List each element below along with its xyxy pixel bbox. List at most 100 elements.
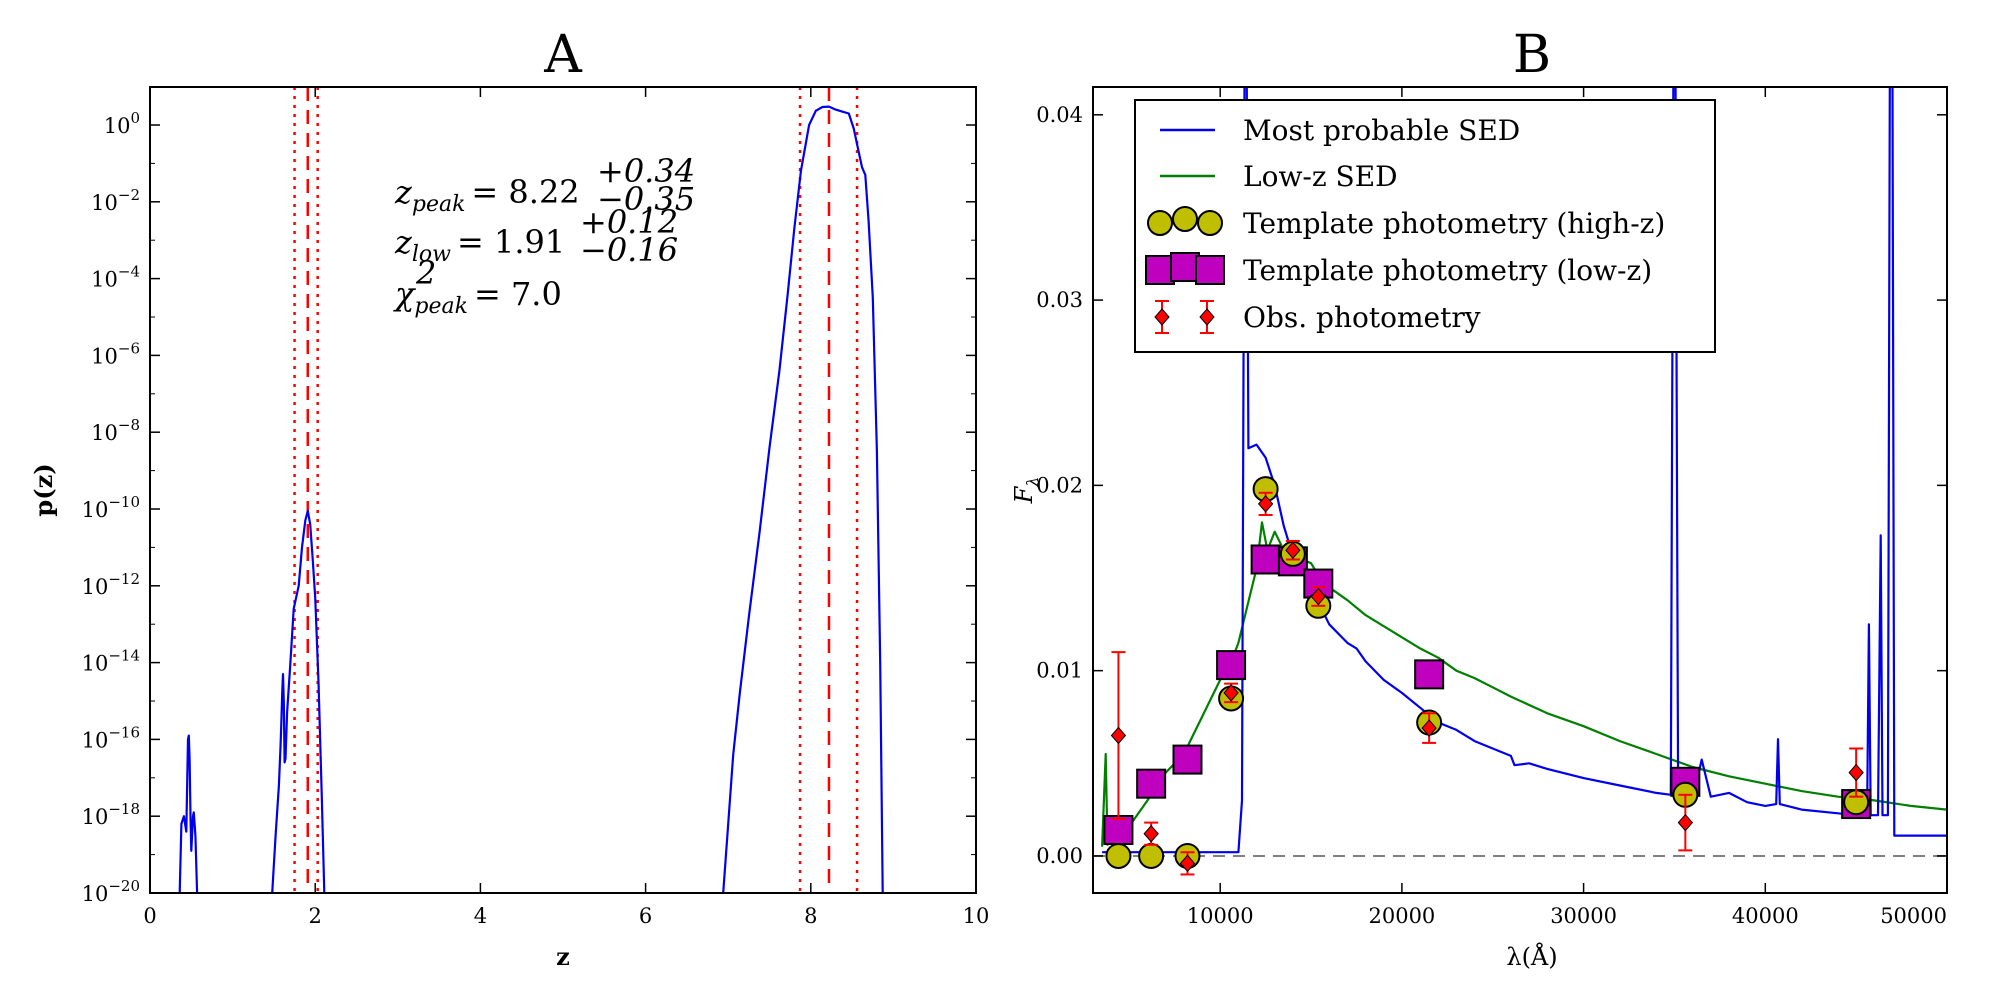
legend-square-swatch bbox=[1195, 255, 1225, 285]
panel-a-y-label: p(z) bbox=[29, 463, 58, 516]
legend-circle-swatch bbox=[1147, 210, 1173, 236]
legend-square-swatch bbox=[1145, 255, 1175, 285]
x-tick-label: 6 bbox=[639, 904, 652, 928]
most-probable-sed-line bbox=[1102, 87, 1947, 854]
y-tick-label: 10−10 bbox=[82, 493, 140, 522]
x-tick-label: 10 bbox=[963, 904, 990, 928]
y-tick-label: 100 bbox=[104, 109, 140, 138]
panel-b-x-label: λ(Å) bbox=[1506, 942, 1557, 971]
obs-point bbox=[1257, 495, 1274, 513]
legend-label: Template photometry (low-z) bbox=[1243, 254, 1652, 287]
y-tick-label: 0.01 bbox=[1036, 659, 1083, 683]
panel-b-frame bbox=[1092, 86, 1948, 894]
y-tick-label: 0.04 bbox=[1036, 103, 1083, 127]
z-peak-symbol: z bbox=[394, 173, 413, 211]
legend-label: Most probable SED bbox=[1243, 114, 1520, 147]
panel-b-plot bbox=[1093, 87, 1947, 876]
panel-a-vlines bbox=[293, 87, 859, 893]
legend-square-swatch bbox=[1170, 252, 1200, 282]
x-tick-label: 0 bbox=[143, 904, 156, 928]
y-tick-label: 10−20 bbox=[82, 877, 140, 906]
obs-point bbox=[1143, 824, 1159, 843]
z-peak-value: = 8.22 bbox=[471, 173, 579, 211]
template-lowz-point bbox=[1414, 659, 1445, 690]
panel-a-x-ticks: 0 2 4 6 8 10 bbox=[143, 87, 989, 928]
panel-b: B 10000 20000 30000 40000 50000 0.00 0.01 0.02… bbox=[1010, 25, 1948, 971]
panel-a: A 0 2 4 6 8 10 10010−210−410−610−810−1010−121… bbox=[29, 25, 989, 971]
obs-point bbox=[1310, 587, 1326, 606]
y-tick-label: 0.02 bbox=[1036, 473, 1083, 497]
pz-curve bbox=[271, 509, 326, 894]
chi2-sub: peak bbox=[414, 294, 468, 319]
obs-point bbox=[1223, 684, 1239, 702]
z-low-value: = 1.91 bbox=[457, 223, 565, 261]
z-low-inf: −0.16 bbox=[580, 231, 678, 269]
y-tick-label: 10−8 bbox=[91, 416, 140, 445]
panel-a-title: A bbox=[543, 25, 583, 85]
y-tick-label: 0.00 bbox=[1036, 844, 1083, 868]
svg-text:zpeak= 8.22: zpeak = 8.22 bbox=[394, 173, 580, 217]
y-tick-label: 10−12 bbox=[82, 570, 140, 599]
template-lowz-point bbox=[1103, 815, 1134, 846]
template-lowz-point bbox=[1250, 544, 1281, 575]
legend-diamond bbox=[1154, 308, 1170, 326]
legend-circle-swatch bbox=[1197, 210, 1223, 236]
x-tick-label: 10000 bbox=[1187, 904, 1254, 928]
x-tick-label: 8 bbox=[804, 904, 817, 928]
y-tick-label: 10−2 bbox=[91, 186, 140, 215]
legend-label: Low-z SED bbox=[1243, 160, 1398, 193]
pz-curve bbox=[178, 734, 199, 894]
legend-label: Template photometry (high-z) bbox=[1243, 207, 1665, 240]
panel-b-x-ticks: 10000 20000 30000 40000 50000 bbox=[1187, 87, 1948, 928]
chi2-sup: 2 bbox=[415, 254, 436, 292]
y-tick-label: 0.03 bbox=[1036, 288, 1083, 312]
svg-text:Fλ: Fλ bbox=[1010, 477, 1042, 505]
chi2-value: = 7.0 bbox=[474, 275, 562, 313]
panel-b-y-label: F bbox=[1010, 485, 1038, 504]
z-low-symbol: z bbox=[394, 223, 413, 261]
z-peak-inf: −0.35 bbox=[597, 180, 695, 218]
template-lowz-point bbox=[1136, 768, 1167, 799]
panel-b-y-label-sub: λ bbox=[1023, 477, 1042, 488]
template-highz-point bbox=[1138, 842, 1165, 869]
y-tick-label: 10−4 bbox=[91, 263, 140, 292]
obs-point bbox=[1848, 763, 1864, 782]
z-low-sup: +0.12 bbox=[580, 203, 678, 241]
y-tick-label: 10−14 bbox=[82, 647, 140, 676]
legend-entries: Most probable SED Low-z SED Template photo… bbox=[1145, 114, 1665, 334]
chi2-symbol: χ bbox=[393, 275, 416, 313]
obs-point bbox=[1179, 854, 1196, 873]
x-tick-label: 50000 bbox=[1880, 904, 1947, 928]
panel-a-frame bbox=[149, 86, 977, 894]
annotation-chi2: χpeak = 7.0 2 bbox=[393, 254, 562, 319]
legend-label: Obs. photometry bbox=[1243, 301, 1481, 334]
pz-curve bbox=[722, 105, 884, 894]
panel-b-y-ticks: 0.00 0.01 0.02 0.03 0.04 bbox=[1036, 103, 1947, 868]
x-tick-label: 40000 bbox=[1732, 904, 1799, 928]
panel-b-legend: Most probable SED Low-z SED Template photo… bbox=[1134, 99, 1716, 353]
y-tick-label: 10−16 bbox=[82, 723, 140, 752]
y-tick-label: 10−6 bbox=[91, 339, 140, 368]
z-peak-sup: +0.34 bbox=[597, 152, 695, 190]
template-lowz-point bbox=[1216, 650, 1247, 681]
legend-box bbox=[1134, 99, 1716, 353]
legend-diamond bbox=[1199, 308, 1215, 326]
template-lowz-point bbox=[1172, 744, 1203, 775]
panel-a-x-label: z bbox=[556, 942, 570, 971]
panel-b-title: B bbox=[1513, 25, 1551, 85]
panel-a-plot bbox=[178, 105, 884, 894]
panel-a-y-ticks: 100 10−2 10−4 10−6 10−8 10−10 10−12 10−14 10−16 1… bbox=[82, 109, 976, 906]
x-tick-label: 30000 bbox=[1550, 904, 1617, 928]
z-peak-sub: peak bbox=[412, 192, 466, 217]
obs-point bbox=[1285, 541, 1301, 559]
legend-circle-swatch bbox=[1172, 206, 1198, 232]
z-low-sub: low bbox=[412, 242, 451, 267]
obs-point bbox=[1677, 813, 1694, 832]
annotation-z-low: zlow = 1.91 +0.12 −0.16 bbox=[394, 203, 678, 269]
annotation-z-peak: zpeak = 8.22 +0.34 −0.35 bbox=[394, 152, 695, 218]
template-highz-point bbox=[1105, 842, 1132, 869]
obs-point bbox=[1421, 719, 1437, 737]
svg-text:zlow= 1.91: zlow = 1.91 bbox=[394, 223, 565, 267]
obs-point bbox=[1110, 726, 1127, 745]
